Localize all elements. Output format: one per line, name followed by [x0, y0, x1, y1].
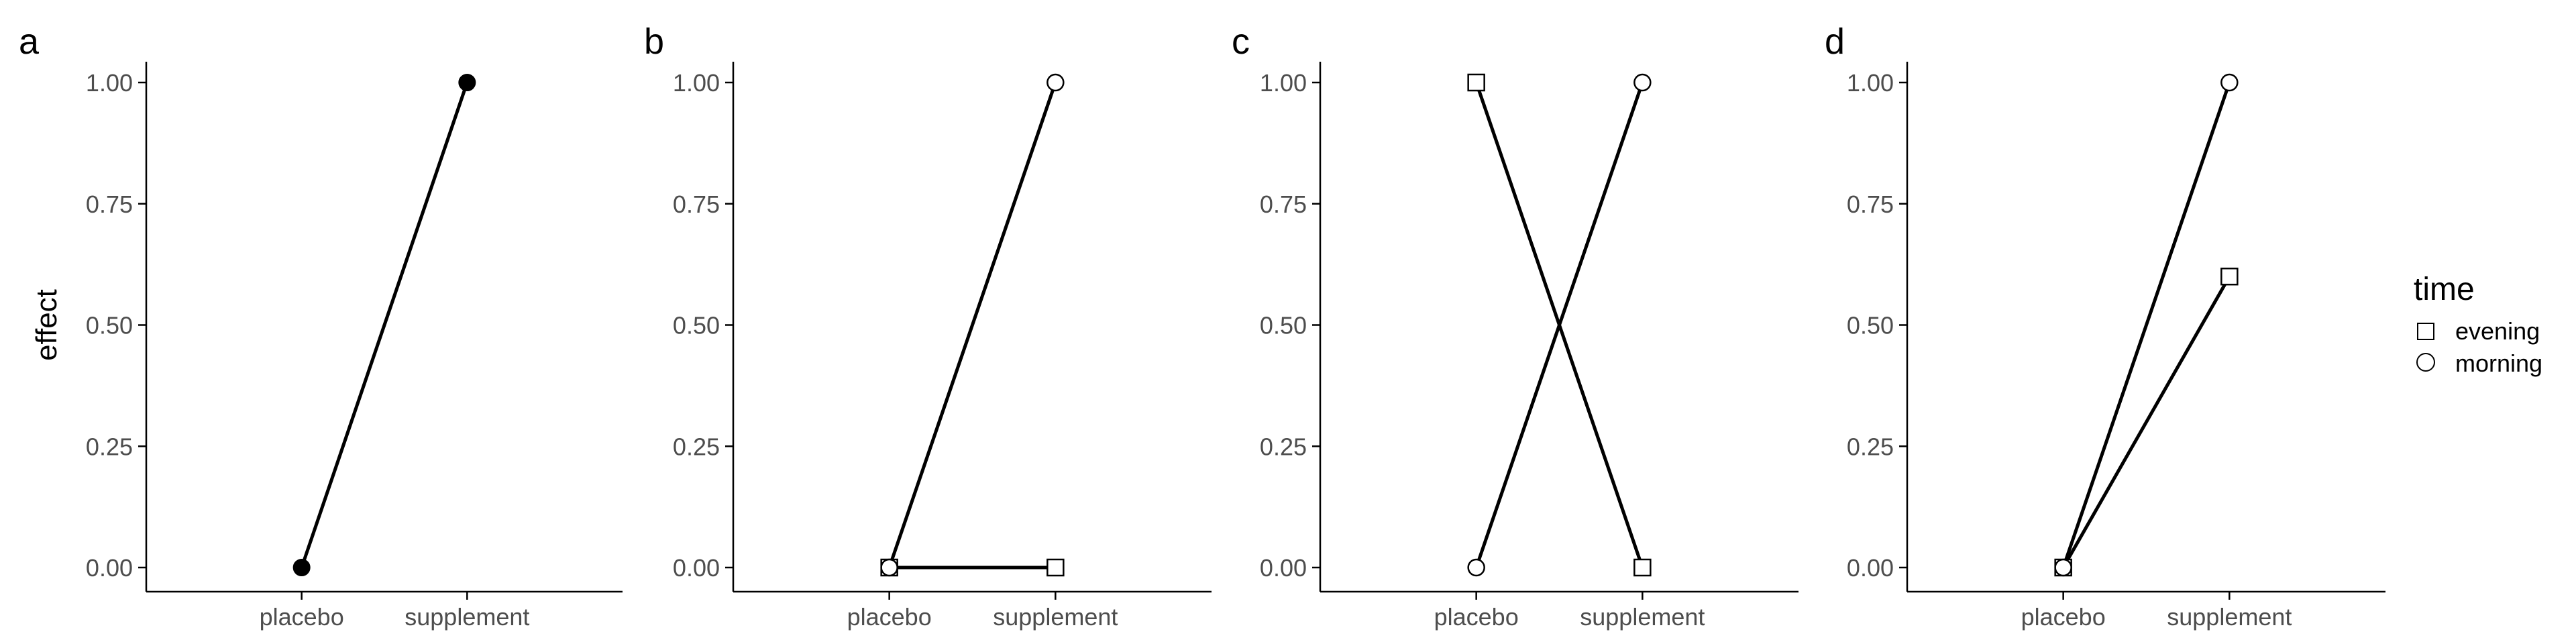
data-point-morning [880, 558, 898, 577]
data-point-evening [1633, 558, 1652, 577]
data-point-evening [1467, 73, 1485, 92]
panel-tag-d: d [1825, 21, 1845, 62]
data-point [292, 559, 311, 576]
legend-label-evening: evening [2455, 317, 2540, 345]
y-tick-label: 1.00 [1847, 69, 1894, 97]
x-tick-label: placebo [260, 603, 344, 631]
series-line-morning [2061, 82, 2231, 568]
y-tick-label: 0.50 [673, 312, 720, 339]
legend: time evening morning [2414, 272, 2542, 377]
y-tick-label: 0.25 [1260, 433, 1307, 460]
y-tick-label: 0.00 [1260, 554, 1307, 582]
x-tick-label: supplement [1580, 603, 1705, 631]
x-tick-label: placebo [1434, 603, 1519, 631]
y-tick-label: 0.50 [1847, 312, 1894, 339]
data-point [458, 74, 476, 91]
panel-tag-c: c [1232, 21, 1250, 62]
series-line-morning [888, 82, 1057, 568]
data-point-morning [1046, 73, 1065, 92]
series-line-morning [1474, 82, 1644, 568]
data-point-morning [2054, 558, 2072, 577]
y-tick-label: 0.25 [1847, 433, 1894, 460]
y-tick-label: 1.00 [673, 69, 720, 97]
legend-square-icon [2417, 323, 2434, 340]
panel-c: c 0.00 0.25 0.50 0.75 1.00 placebo supplement [1232, 21, 1799, 631]
y-tick-label: 0.75 [673, 191, 720, 218]
y-tick-label: 0.25 [673, 433, 720, 460]
data-point-evening [1046, 558, 1065, 577]
x-tick-label: supplement [2167, 603, 2292, 631]
panel-d: d 0.00 0.25 0.50 0.75 1.00 placebo supplement [1825, 21, 2385, 631]
y-tick-label: 0.50 [1260, 312, 1307, 339]
x-tick-label: placebo [2021, 603, 2106, 631]
y-tick-label: 0.75 [86, 191, 133, 218]
data-point-morning [2220, 73, 2239, 92]
x-tick-label: supplement [405, 603, 529, 631]
y-tick-label: 0.75 [1847, 191, 1894, 218]
y-tick-label: 0.00 [1847, 554, 1894, 582]
panels: a 0.00 0.25 0.50 0.75 1.00 placebo supplement ef… [19, 21, 2385, 631]
legend-label-morning: morning [2455, 350, 2542, 377]
x-tick-label: placebo [847, 603, 932, 631]
y-axis-title: effect [30, 289, 63, 361]
y-tick-label: 1.00 [86, 69, 133, 97]
data-point-morning [1633, 73, 1652, 92]
series-line [300, 82, 469, 568]
y-tick-label: 1.00 [1260, 69, 1307, 97]
panel-b: b 0.00 0.25 0.50 0.75 1.00 placebo supplement [644, 21, 1212, 631]
y-tick-label: 0.00 [86, 554, 133, 582]
panel-tag-b: b [644, 21, 664, 62]
y-tick-label: 0.50 [86, 312, 133, 339]
y-tick-label: 0.25 [86, 433, 133, 460]
series-line-evening [2061, 275, 2231, 569]
legend-circle-icon [2416, 353, 2435, 372]
legend-title: time [2414, 272, 2475, 307]
data-point-evening [2220, 267, 2239, 286]
x-tick-label: supplement [993, 603, 1118, 631]
y-tick-label: 0.00 [673, 554, 720, 582]
data-point-morning [1467, 558, 1485, 577]
panel-a: a 0.00 0.25 0.50 0.75 1.00 placebo supplement ef… [19, 21, 623, 631]
y-tick-label: 0.75 [1260, 191, 1307, 218]
panel-tag-a: a [19, 21, 40, 62]
